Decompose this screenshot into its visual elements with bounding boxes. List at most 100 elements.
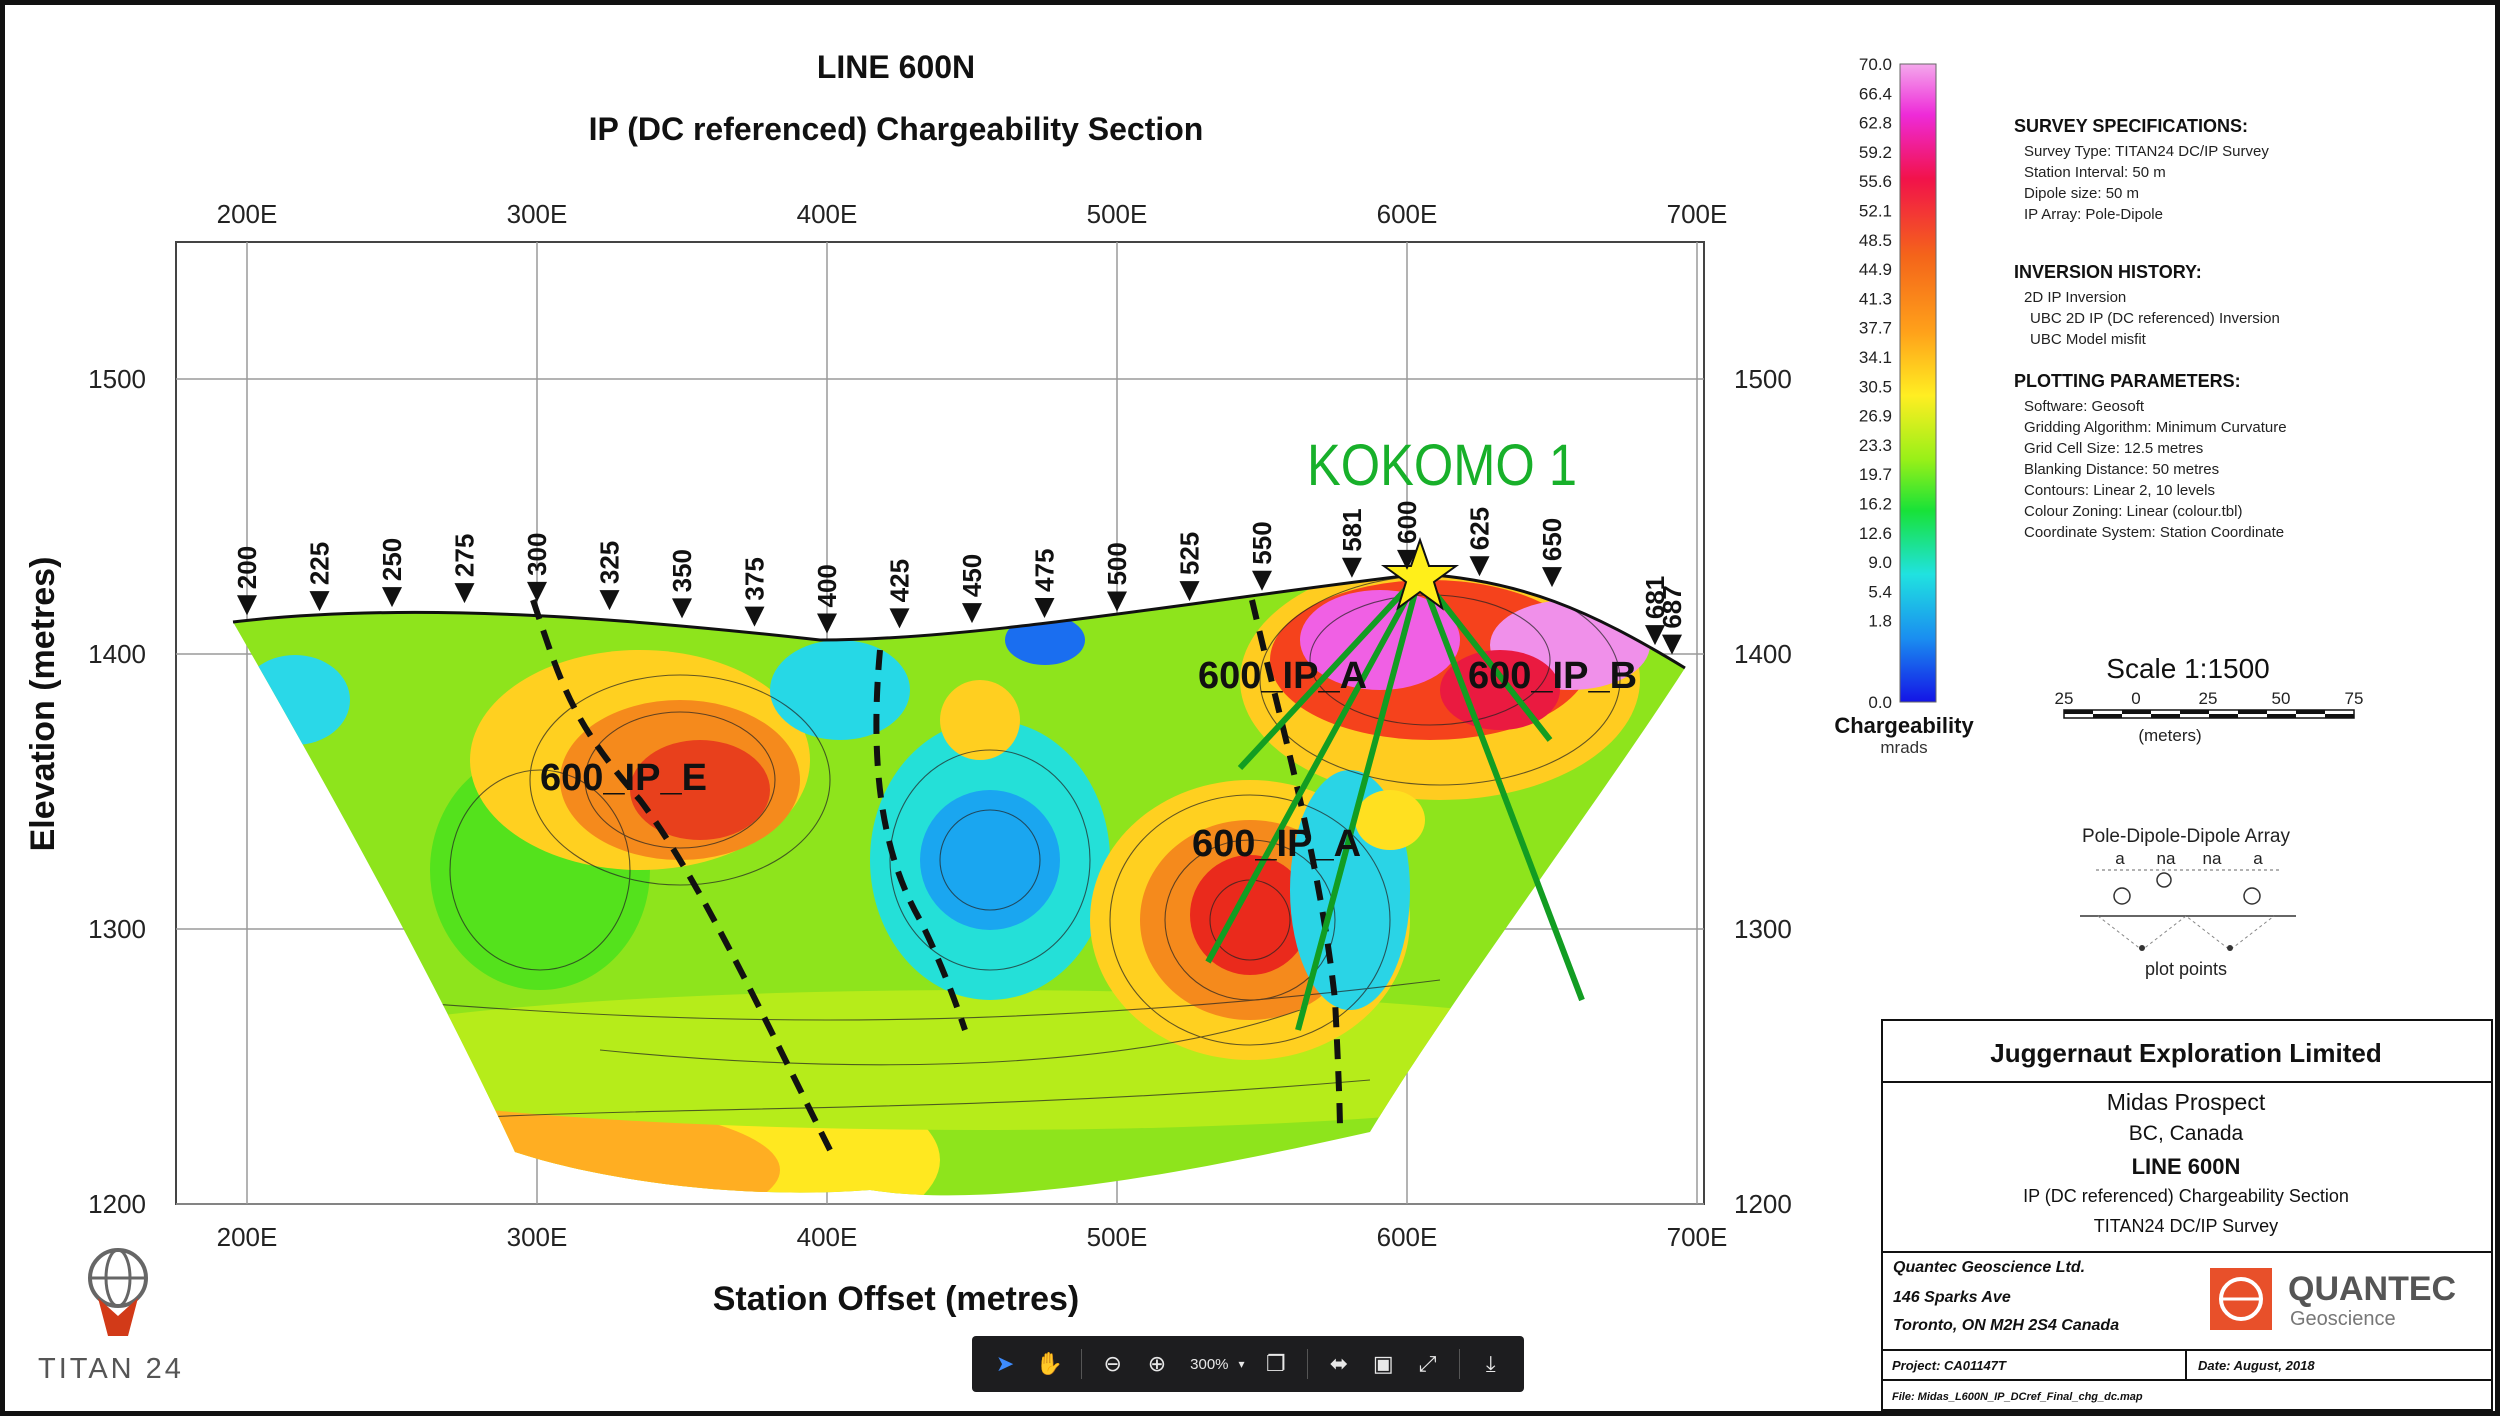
station-marker-icon bbox=[817, 613, 837, 634]
title-block-line: LINE 600N bbox=[2132, 1154, 2241, 1179]
station-marker-icon bbox=[672, 598, 692, 619]
specs-line: Blanking Distance: 50 metres bbox=[2024, 461, 2219, 478]
fullscreen-button[interactable]: ⤢ bbox=[1408, 1344, 1446, 1384]
array-diagram: a na na a bbox=[2080, 849, 2296, 951]
copy-pages-icon: ❐ bbox=[1265, 1351, 1286, 1376]
colorbar-tick-label: 19.7 bbox=[1859, 465, 1892, 484]
array-spacing-label: a bbox=[2253, 849, 2263, 868]
scale-tick-label: 25 bbox=[2055, 689, 2074, 708]
anomaly-label-ip-b: 600_IP_B bbox=[1468, 655, 1637, 697]
colorbar-unit: mrads bbox=[1880, 738, 1927, 757]
array-spacing-label: a bbox=[2115, 849, 2125, 868]
zoom-dropdown-caret-icon[interactable]: ▾ bbox=[1238, 1357, 1245, 1371]
x-tick-label-top: 500E bbox=[1087, 199, 1148, 229]
colorbar-tick-label: 9.0 bbox=[1868, 553, 1892, 572]
fit-page-button[interactable]: ▣ bbox=[1364, 1344, 1402, 1384]
specs-heading: PLOTTING PARAMETERS: bbox=[2014, 371, 2241, 391]
scale-bar-segment bbox=[2238, 710, 2267, 714]
specs-line: 2D IP Inversion bbox=[2024, 289, 2126, 306]
specs-line: IP Array: Pole-Dipole bbox=[2024, 206, 2163, 223]
station-marker-icon bbox=[237, 595, 257, 616]
voltmeter-left-icon bbox=[2113, 887, 2131, 905]
specs-line: UBC 2D IP (DC referenced) Inversion bbox=[2030, 310, 2280, 327]
x-tick-label-bottom: 500E bbox=[1087, 1222, 1148, 1252]
specs-line: Gridding Algorithm: Minimum Curvature bbox=[2024, 419, 2287, 436]
region-name: BC, Canada bbox=[2129, 1122, 2244, 1145]
y-axis-label: Elevation (metres) bbox=[24, 557, 62, 852]
specifications-panel: SURVEY SPECIFICATIONS: Survey Type: TITAN… bbox=[2014, 116, 2287, 541]
title-block-survey: TITAN24 DC/IP Survey bbox=[2094, 1216, 2278, 1236]
plot-point-lines bbox=[2097, 915, 2275, 951]
project-id: Project: CA01147T bbox=[1892, 1358, 2007, 1373]
fit-width-button[interactable]: ⬌ bbox=[1320, 1344, 1358, 1384]
station-label: 300 bbox=[522, 533, 552, 576]
station-label: 325 bbox=[595, 541, 625, 584]
quantec-logo-text: QUANTEC bbox=[2288, 1270, 2456, 1308]
drillhole-collar-star-icon bbox=[1380, 536, 1460, 611]
station-label: 275 bbox=[450, 534, 480, 577]
array-spacing-label: na bbox=[2157, 849, 2176, 868]
station-marker-icon bbox=[454, 583, 475, 604]
colorbar-title: Chargeability bbox=[1834, 713, 1974, 738]
scale-tick-label: 0 bbox=[2131, 689, 2140, 708]
toolbar-divider bbox=[1458, 1349, 1460, 1379]
specs-line: Software: Geosoft bbox=[2024, 398, 2145, 415]
x-tick-label-bottom: 600E bbox=[1377, 1222, 1438, 1252]
station-marker-icon bbox=[1341, 557, 1362, 578]
station-marker-icon bbox=[1662, 634, 1682, 655]
station-label: 500 bbox=[1102, 542, 1132, 585]
pan-tool-button[interactable]: ✋ bbox=[1030, 1344, 1068, 1384]
station-label: 681 bbox=[1640, 576, 1670, 619]
contractor-address-2: Toronto, ON M2H 2S4 Canada bbox=[1893, 1317, 2119, 1334]
scale-bar-segment bbox=[2122, 710, 2151, 714]
specs-line: Dipole size: 50 m bbox=[2024, 185, 2139, 202]
page-copy-button[interactable]: ❐ bbox=[1257, 1344, 1295, 1384]
x-axis-bottom-ticks: 200E 300E 400E 500E 600E 700E bbox=[217, 1222, 1728, 1252]
station-label: 650 bbox=[1537, 518, 1567, 561]
scale-bar-segment bbox=[2296, 710, 2325, 714]
contractor-name: Quantec Geoscience Ltd. bbox=[1893, 1259, 2085, 1276]
scale-bar-segment bbox=[2209, 714, 2238, 718]
colorbar-tick-label: 5.4 bbox=[1868, 582, 1892, 601]
contractor-address-1: 146 Sparks Ave bbox=[1893, 1289, 2011, 1306]
title-block-section: IP (DC referenced) Chargeability Section bbox=[2023, 1186, 2349, 1206]
station-marker-icon bbox=[744, 606, 765, 627]
cursor-arrow-icon: ➤ bbox=[995, 1351, 1015, 1376]
station-marker-icon bbox=[1469, 556, 1490, 577]
specs-line: Grid Cell Size: 12.5 metres bbox=[2024, 440, 2203, 457]
scale-tick-label: 25 bbox=[2199, 689, 2218, 708]
station-marker-icon bbox=[1107, 591, 1127, 612]
atlas-figure-icon bbox=[98, 1298, 138, 1336]
select-tool-button[interactable]: ➤ bbox=[986, 1344, 1024, 1384]
array-footer: plot points bbox=[2145, 959, 2227, 979]
download-button[interactable]: ⤓ bbox=[1472, 1344, 1510, 1384]
specs-heading: INVERSION HISTORY: bbox=[2014, 262, 2202, 282]
file-name: File: Midas_L600N_IP_DCref_Final_chg_dc.… bbox=[1892, 1391, 2143, 1403]
x-tick-label-top: 300E bbox=[507, 199, 568, 229]
scale-tick-label: 50 bbox=[2272, 689, 2291, 708]
station-label: 450 bbox=[957, 554, 987, 597]
viewer-toolbar: ➤ ✋ ⊖ ⊕ 300% ▾ ❐ ⬌ ▣ ⤢ ⤓ bbox=[972, 1336, 1524, 1392]
scale-bar-segment bbox=[2064, 710, 2093, 714]
specs-line: Colour Zoning: Linear (colour.tbl) bbox=[2024, 503, 2242, 520]
scale-tick-label: 75 bbox=[2345, 689, 2364, 708]
toolbar-divider bbox=[1080, 1349, 1082, 1379]
array-title: Pole-Dipole-Dipole Array bbox=[2082, 826, 2291, 847]
station-marker-icon bbox=[1645, 625, 1665, 646]
fit-width-icon: ⬌ bbox=[1329, 1351, 1349, 1376]
x-tick-label-bottom: 400E bbox=[797, 1222, 858, 1252]
topography-line bbox=[232, 572, 1686, 670]
zoom-in-button[interactable]: ⊕ bbox=[1138, 1344, 1176, 1384]
station-marker-icon bbox=[889, 608, 910, 629]
colorbar-tick-label: 26.9 bbox=[1859, 407, 1892, 426]
colorbar-tick-label: 52.1 bbox=[1859, 202, 1892, 221]
colorbar-tick-label: 34.1 bbox=[1859, 348, 1892, 367]
anomaly-label-ip-e: 600_IP_E bbox=[540, 757, 707, 799]
toolbar-divider bbox=[1306, 1349, 1308, 1379]
expand-icon: ⤢ bbox=[1418, 1351, 1437, 1376]
zoom-out-button[interactable]: ⊖ bbox=[1094, 1344, 1132, 1384]
scale-unit: (meters) bbox=[2138, 726, 2201, 745]
zoom-level[interactable]: 300% bbox=[1190, 1355, 1229, 1373]
